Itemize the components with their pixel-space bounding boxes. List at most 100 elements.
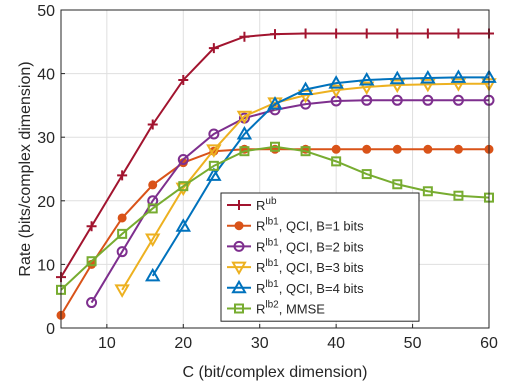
data-point: [117, 228, 128, 239]
legend-label: Rub: [256, 196, 277, 213]
data-point: [331, 156, 342, 167]
legend-entry: Rlb1, QCI, B=3 bits: [227, 258, 364, 276]
legend-suffix: , QCI, B=4 bits: [279, 281, 364, 296]
data-point: [423, 144, 433, 154]
series-line: [60, 145, 490, 291]
x-axis-label: C (bit/complex dimension): [183, 364, 368, 381]
legend-symbol: R: [256, 198, 265, 213]
legend-entry: Rlb1, QCI, B=2 bits: [227, 237, 364, 254]
data-point: [450, 78, 467, 92]
y-tick-label: 10: [37, 257, 55, 274]
data-point: [392, 144, 402, 154]
legend-superscript: ub: [265, 196, 277, 207]
data-point: [389, 70, 406, 85]
data-point: [270, 141, 280, 152]
series-line: [151, 76, 489, 277]
legend-marker: [234, 200, 244, 210]
y-tick-label: 0: [46, 321, 55, 338]
legend-superscript: lb2: [265, 300, 279, 311]
grid: [61, 9, 490, 329]
y-tick-label: 40: [37, 67, 55, 84]
data-point: [422, 94, 434, 106]
y-axis-label: Rate (bits/complex dimension): [17, 61, 34, 276]
x-tick-label: 10: [98, 335, 116, 352]
legend-superscript: lb1: [265, 237, 279, 248]
legend-marker: [234, 221, 244, 231]
data-point: [148, 180, 158, 190]
legend-suffix: , MMSE: [279, 302, 326, 317]
x-tick-label: 20: [174, 335, 192, 352]
data-point: [208, 160, 219, 171]
legend-superscript: lb1: [265, 279, 279, 290]
x-tick-label: 30: [251, 335, 269, 352]
data-point: [420, 78, 436, 93]
data-point: [358, 71, 375, 86]
legend-symbol: R: [256, 219, 265, 234]
data-point: [86, 297, 98, 309]
legend-superscript: lb1: [265, 217, 279, 228]
legend-symbol: R: [256, 239, 265, 254]
legend-symbol: R: [256, 260, 265, 275]
data-point: [114, 284, 130, 298]
legend-marker: [234, 303, 244, 314]
data-point: [391, 94, 403, 106]
legend-marker: [231, 279, 247, 294]
data-point: [361, 94, 373, 106]
series-3: [114, 78, 497, 298]
legend-label: Rlb1, QCI, B=2 bits: [256, 237, 364, 254]
axis-ticks: 10 20 30 40 50 60 0 10 20 30 40 50: [37, 3, 498, 352]
data-point: [362, 144, 372, 154]
data-point: [392, 28, 403, 39]
data-point: [297, 81, 314, 95]
data-point: [147, 119, 158, 130]
data-point: [208, 128, 220, 140]
data-point: [392, 179, 403, 190]
data-point: [328, 75, 344, 89]
legend-label: Rlb1, QCI, B=3 bits: [256, 258, 364, 275]
data-point: [206, 167, 222, 181]
data-point: [300, 28, 311, 39]
legend-symbol: R: [256, 281, 265, 296]
x-tick-label: 50: [404, 335, 422, 352]
legend-marker: [231, 261, 247, 276]
legend-marker: [233, 240, 245, 252]
data-point: [178, 74, 189, 85]
data-point: [328, 84, 344, 99]
data-point: [177, 153, 189, 165]
legend-label: Rlb1, QCI, B=4 bits: [256, 279, 364, 296]
data-point: [358, 81, 375, 95]
x-tick-label: 60: [480, 335, 498, 352]
data-point: [117, 170, 128, 181]
data-point: [300, 146, 311, 157]
legend-box: [220, 192, 420, 322]
data-point: [361, 28, 372, 39]
data-point: [361, 169, 372, 180]
data-point: [422, 186, 433, 197]
data-point: [331, 144, 341, 154]
legend-entry: Rub: [227, 196, 277, 213]
data-point: [422, 28, 433, 39]
data-point: [453, 28, 464, 39]
data-point: [86, 221, 97, 232]
legend-suffix: , QCI, B=1 bits: [279, 219, 364, 234]
y-tick-label: 50: [37, 3, 55, 20]
data-point: [236, 126, 253, 140]
data-point: [206, 144, 222, 158]
legend-suffix: , QCI, B=3 bits: [279, 260, 364, 275]
legend-entry: Rlb2, MMSE: [227, 300, 325, 317]
plot-frame: [60, 9, 490, 329]
data-point: [144, 233, 161, 247]
data-point: [178, 181, 189, 192]
data-point: [86, 256, 97, 267]
data-point: [270, 29, 280, 40]
data-point: [239, 31, 250, 42]
data-point: [144, 267, 161, 282]
data-point: [452, 94, 464, 106]
legend-superscript: lb1: [265, 258, 279, 269]
legend-entry: Rlb1, QCI, B=1 bits: [227, 217, 364, 234]
data-point: [453, 144, 463, 154]
legend-symbol: R: [256, 302, 265, 317]
legend-entry: Rlb1, QCI, B=4 bits: [227, 279, 364, 296]
